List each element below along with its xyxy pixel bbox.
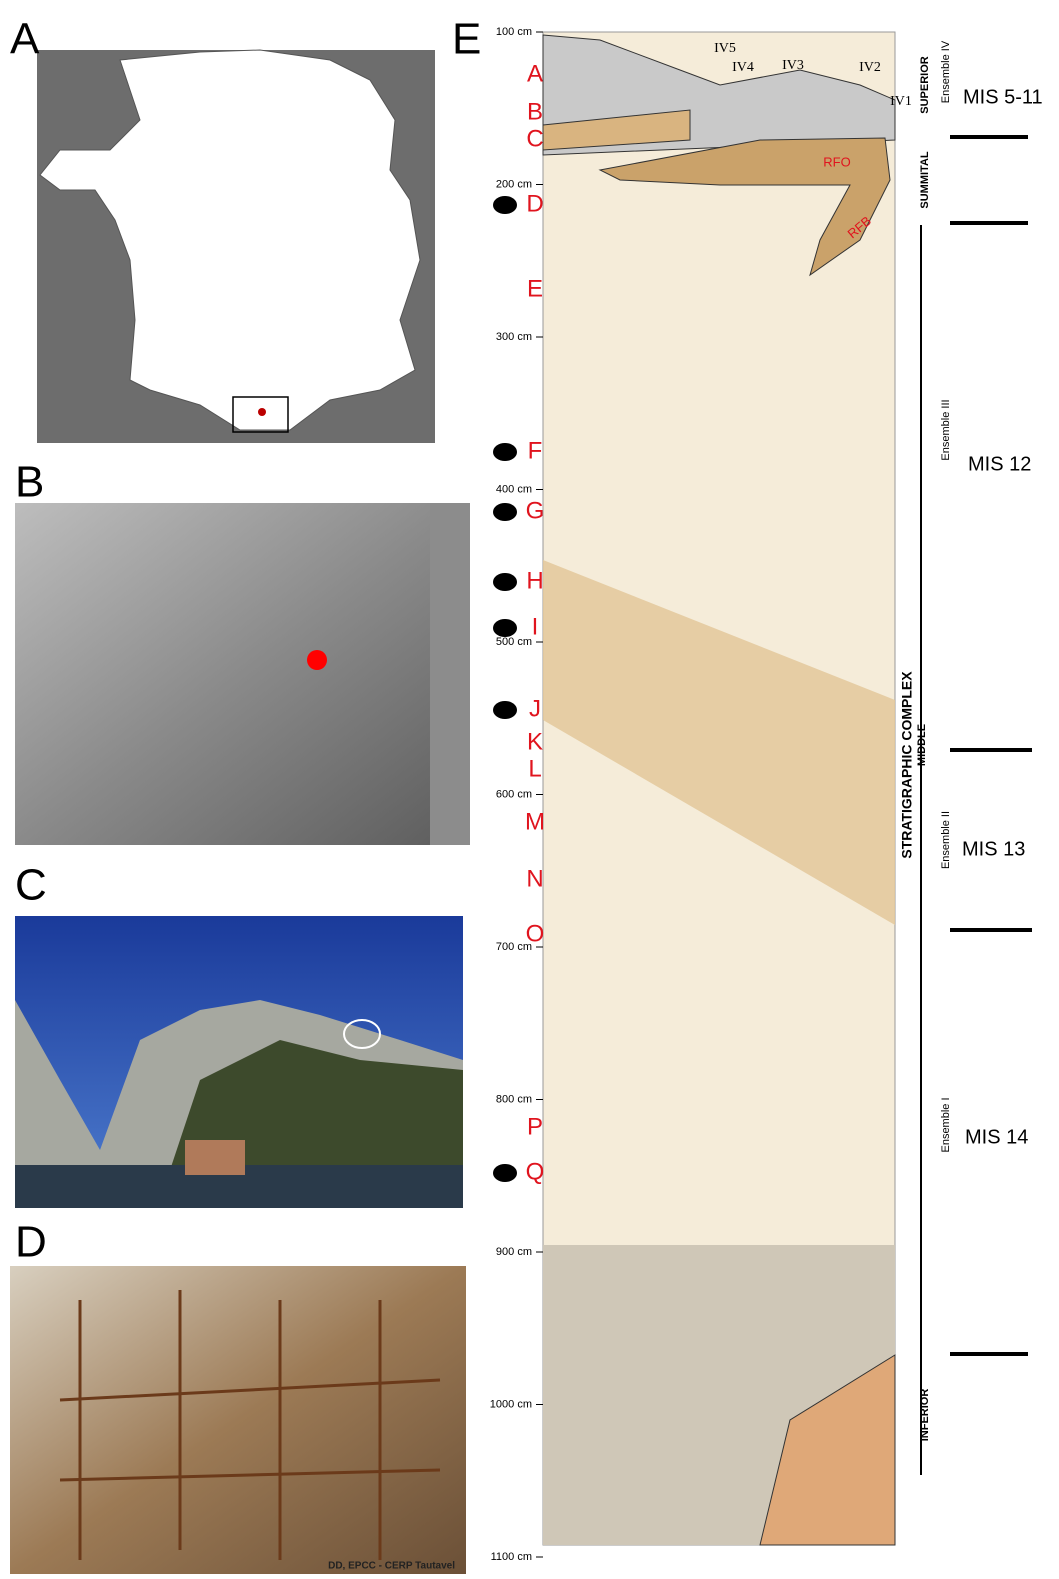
ensemble-label: Ensemble IV xyxy=(940,40,952,103)
fauna-icon xyxy=(493,196,517,214)
complex-unit: INFERIOR xyxy=(919,1389,931,1442)
depth-label: 400 cm xyxy=(496,483,532,495)
complex-unit: MIDDLE xyxy=(916,724,928,766)
complex-unit: SUPERIOR xyxy=(919,56,931,114)
layer-label: E xyxy=(527,275,543,302)
layer-label: O xyxy=(526,920,545,947)
panel-label: C xyxy=(15,861,47,910)
depth-label: 500 cm xyxy=(496,636,532,648)
panel-label: E xyxy=(452,15,481,64)
map-france xyxy=(37,50,435,443)
complex-unit: SUMMITAL xyxy=(919,151,931,209)
layer-label: N xyxy=(526,865,543,892)
figure: ABCDEDD, EPCC - CERP Tautavel100 cm200 c… xyxy=(0,0,1059,1574)
layer-label: F xyxy=(528,437,543,464)
sublayer-label: IV4 xyxy=(732,60,754,75)
column-lines xyxy=(920,135,1032,1475)
depth-label: 300 cm xyxy=(496,331,532,343)
sublayer-label: IV1 xyxy=(890,94,912,109)
layer-label: M xyxy=(525,808,545,835)
excavation-photo xyxy=(10,1266,466,1574)
panel-label: D xyxy=(15,1218,47,1267)
layer-label: J xyxy=(529,695,541,722)
layer-label: P xyxy=(527,1113,543,1140)
panel-label: A xyxy=(10,15,40,64)
layer-label: D xyxy=(526,190,543,217)
depth-label: 800 cm xyxy=(496,1093,532,1105)
layer-label: G xyxy=(526,497,545,524)
layer-label: L xyxy=(528,755,541,782)
fauna-icon xyxy=(493,619,517,637)
sublayer-label: IV2 xyxy=(859,60,881,75)
fauna-icon xyxy=(493,1164,517,1182)
sublayer-label: IV5 xyxy=(714,41,736,56)
layer-label: K xyxy=(527,728,543,755)
mis-label: MIS 14 xyxy=(965,1126,1028,1148)
ensemble-label: Ensemble II xyxy=(940,811,952,869)
fauna-icon xyxy=(493,573,517,591)
layer-label: Q xyxy=(526,1158,545,1185)
depth-label: 200 cm xyxy=(496,178,532,190)
fauna-icon xyxy=(493,443,517,461)
mis-label: MIS 12 xyxy=(968,453,1031,475)
layer-label: C xyxy=(526,125,543,152)
layer-label: A xyxy=(527,60,543,87)
deposit-label: RFO xyxy=(823,154,850,169)
photo-credit: DD, EPCC - CERP Tautavel xyxy=(328,1561,455,1572)
layer-label: H xyxy=(526,567,543,594)
ensemble-label: Ensemble I xyxy=(940,1097,952,1152)
layer-label: B xyxy=(527,98,543,125)
depth-label: 1100 cm xyxy=(491,1551,532,1563)
site-photo xyxy=(15,916,463,1208)
depth-label: 600 cm xyxy=(496,788,532,800)
ensemble-label: Ensemble III xyxy=(940,399,952,460)
depth-label: 100 cm xyxy=(496,26,532,38)
section-drawing xyxy=(543,32,895,1545)
panel-label: B xyxy=(15,458,44,507)
mis-label: MIS 5-11 xyxy=(963,86,1043,108)
relief-map xyxy=(15,503,470,845)
mis-label: MIS 13 xyxy=(962,838,1025,860)
fauna-icon xyxy=(493,503,517,521)
depth-label: 1000 cm xyxy=(490,1398,532,1410)
fauna-icon xyxy=(493,701,517,719)
complex-title: STRATIGRAPHIC COMPLEX xyxy=(899,671,915,859)
sublayer-label: IV3 xyxy=(782,58,804,73)
depth-label: 900 cm xyxy=(496,1246,532,1258)
layer-label: I xyxy=(532,613,539,640)
